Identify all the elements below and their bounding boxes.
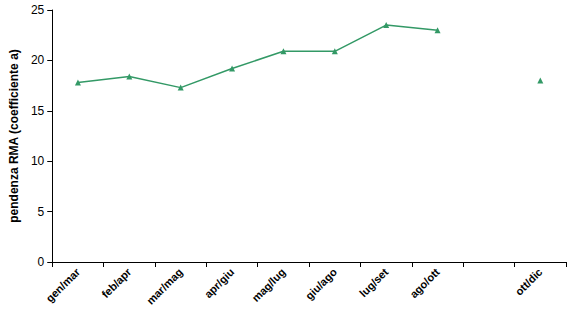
svg-text:ott/dic: ott/dic xyxy=(513,266,545,298)
svg-text:mag/lug: mag/lug xyxy=(249,266,287,304)
svg-text:pendenza RMA (coefficiente a): pendenza RMA (coefficiente a) xyxy=(7,49,21,223)
svg-text:apr/giu: apr/giu xyxy=(202,266,236,300)
svg-text:10: 10 xyxy=(31,154,45,168)
svg-text:gen/mar: gen/mar xyxy=(43,265,82,304)
svg-text:feb/apr: feb/apr xyxy=(99,265,134,300)
svg-text:25: 25 xyxy=(31,3,45,17)
svg-text:15: 15 xyxy=(31,104,45,118)
svg-text:giu/ago: giu/ago xyxy=(303,266,339,302)
svg-text:ago/ott: ago/ott xyxy=(407,266,442,301)
svg-text:lug/set: lug/set xyxy=(357,266,391,300)
svg-text:0: 0 xyxy=(38,255,45,269)
svg-text:mar/mag: mar/mag xyxy=(144,266,185,307)
svg-text:5: 5 xyxy=(38,205,45,219)
svg-text:20: 20 xyxy=(31,53,45,67)
